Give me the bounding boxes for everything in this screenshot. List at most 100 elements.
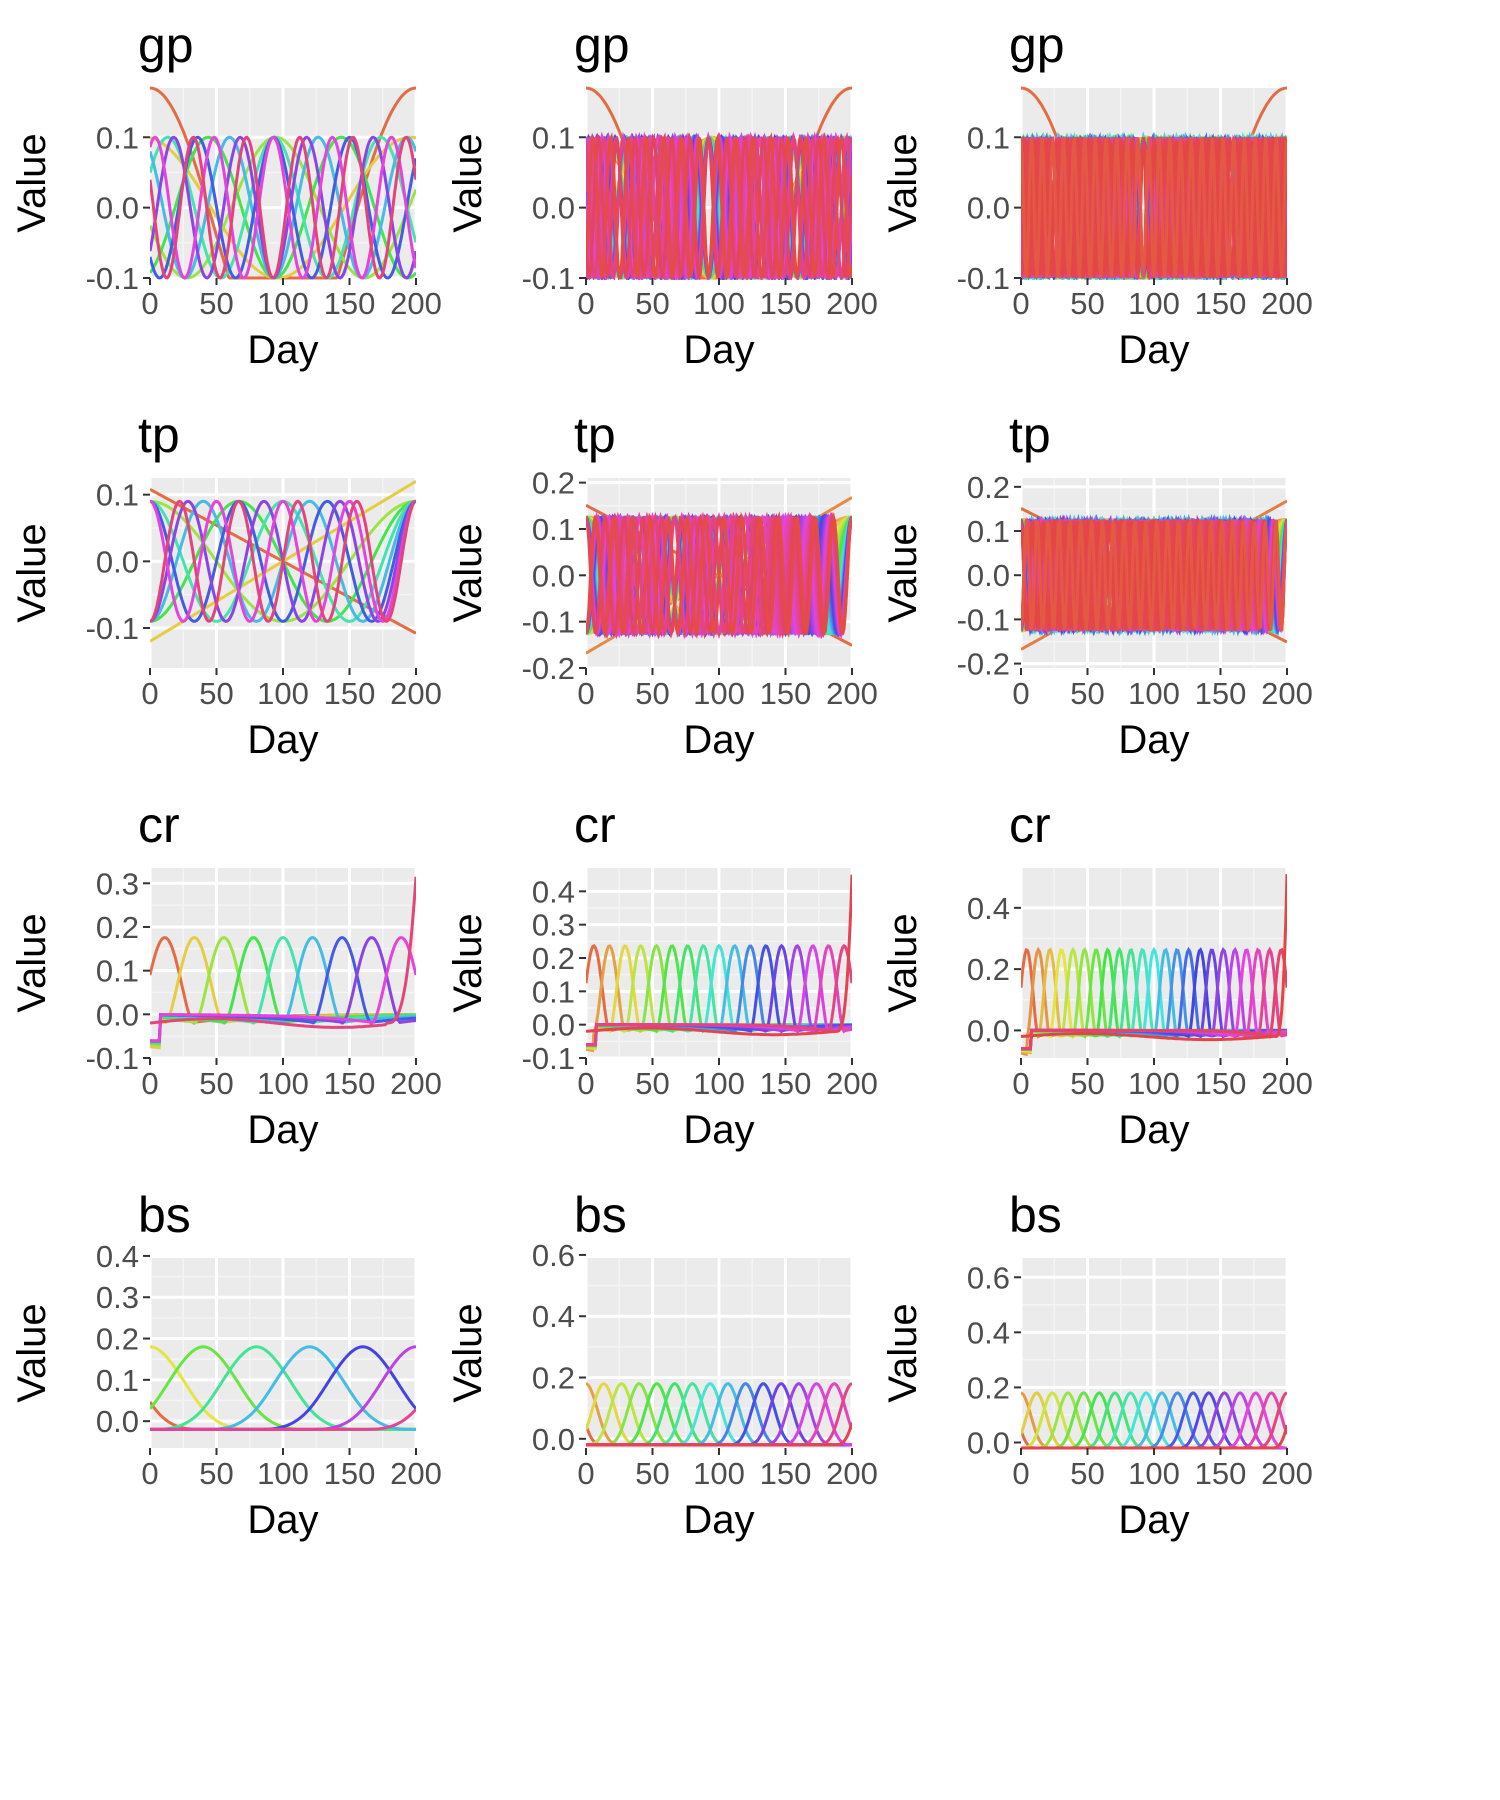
x-tick-label: 200 xyxy=(390,1066,442,1101)
x-tick-label: 150 xyxy=(1195,286,1247,321)
x-tick-label: 200 xyxy=(390,676,442,711)
y-tick-label: 0.0 xyxy=(967,191,1010,226)
panel-gp-1: 0 50 100 150 200 -0.1 0.0 0.1 Day Value gp xyxy=(10,17,442,372)
series-line-5 xyxy=(150,135,416,280)
x-tick-label: 100 xyxy=(1128,1066,1180,1101)
panel-title: bs xyxy=(1009,1187,1062,1243)
y-tick-label: -0.1 xyxy=(957,602,1010,637)
x-tick-label: 200 xyxy=(826,286,878,321)
x-tick-label: 0 xyxy=(1012,1456,1029,1491)
series-line-29 xyxy=(586,131,852,280)
series-line-50 xyxy=(1021,517,1287,633)
x-tick-label: 100 xyxy=(1128,1456,1180,1491)
x-axis-label: Day xyxy=(1118,1108,1189,1152)
y-tick-label: -0.2 xyxy=(522,651,575,686)
x-tick-label: 50 xyxy=(1070,286,1104,321)
x-tick-label: 100 xyxy=(693,286,745,321)
panel-bs-2: 0 50 100 150 200 0.0 0.2 0.4 0.6 Day Value bs xyxy=(446,1187,878,1542)
x-tick-label: 150 xyxy=(760,1066,812,1101)
panel-title: bs xyxy=(138,1187,191,1243)
x-tick-label: 50 xyxy=(199,286,233,321)
series-line-29 xyxy=(586,512,852,638)
panel-title: gp xyxy=(1009,17,1065,73)
x-axis-label: Day xyxy=(683,1498,754,1542)
series-line-17 xyxy=(586,943,852,1047)
x-axis-label: Day xyxy=(683,718,754,762)
x-tick-label: 200 xyxy=(390,1456,442,1491)
x-tick-label: 100 xyxy=(257,286,309,321)
panel-cr-1: 0 50 100 150 200 -0.1 0.0 0.1 0.2 0.3 Day Value cr xyxy=(10,797,442,1152)
x-tick-label: 200 xyxy=(1261,1066,1313,1101)
x-tick-label: 0 xyxy=(1012,676,1029,711)
y-tick-label: 0.3 xyxy=(96,866,139,901)
y-tick-label: 0.1 xyxy=(967,120,1010,155)
y-tick-label: 0.4 xyxy=(96,1239,139,1274)
x-tick-label: 100 xyxy=(257,676,309,711)
series-line-4 xyxy=(150,135,416,280)
y-tick-label: 0.1 xyxy=(532,120,575,155)
y-tick-label: 0.1 xyxy=(967,514,1010,549)
y-tick-label: -0.2 xyxy=(957,647,1010,682)
series-line-9 xyxy=(150,936,416,1043)
y-tick-label: 0.0 xyxy=(967,558,1010,593)
y-tick-label: -0.1 xyxy=(957,261,1010,296)
x-tick-label: 200 xyxy=(1261,286,1313,321)
y-tick-label: 0.1 xyxy=(96,1363,139,1398)
panel-tp-3: 0 50 100 150 200 -0.2 -0.1 0.0 0.1 0.2 Day Value tp xyxy=(881,407,1313,762)
y-tick-label: 0.0 xyxy=(967,1013,1010,1048)
x-tick-label: 0 xyxy=(141,1456,158,1491)
x-tick-label: 150 xyxy=(1195,676,1247,711)
y-tick-label: 0.2 xyxy=(532,466,575,501)
x-tick-label: 50 xyxy=(199,1066,233,1101)
y-tick-label: 0.6 xyxy=(967,1260,1010,1295)
panel-title: gp xyxy=(574,17,630,73)
x-tick-label: 150 xyxy=(760,286,812,321)
series-line-18 xyxy=(586,874,852,1037)
series-line-23 xyxy=(1021,947,1287,1051)
x-axis-label: Day xyxy=(1118,718,1189,762)
series-line-8 xyxy=(150,1408,416,1431)
y-tick-label: 0.1 xyxy=(96,478,139,513)
x-tick-label: 200 xyxy=(1261,676,1313,711)
y-tick-label: 0.2 xyxy=(96,1322,139,1357)
panel-gp-2: 0 50 100 150 200 -0.1 0.0 0.1 Day Value gp xyxy=(446,17,878,372)
panel-cr-3: 0 50 100 150 200 0.0 0.2 0.4 Day Value cr xyxy=(881,797,1313,1152)
y-tick-label: 0.2 xyxy=(967,952,1010,987)
x-tick-label: 150 xyxy=(1195,1456,1247,1491)
y-tick-label: 0.4 xyxy=(532,874,575,909)
x-tick-label: 0 xyxy=(577,1066,594,1101)
x-tick-label: 200 xyxy=(826,1456,878,1491)
series-line-9 xyxy=(150,499,416,623)
panel-title: bs xyxy=(574,1187,627,1243)
x-tick-label: 0 xyxy=(1012,1066,1029,1101)
x-tick-label: 50 xyxy=(199,1456,233,1491)
panel-tp-1: 0 50 100 150 200 -0.1 0.0 0.1 Day Value tp xyxy=(10,407,442,762)
x-tick-label: 200 xyxy=(1261,1456,1313,1491)
series-line-3 xyxy=(150,135,416,280)
panel-title: tp xyxy=(574,407,616,463)
y-tick-label: -0.1 xyxy=(86,611,139,646)
y-axis-label: Value xyxy=(881,133,925,232)
x-axis-label: Day xyxy=(247,1498,318,1542)
y-tick-label: 0.0 xyxy=(532,1422,575,1457)
y-tick-label: -0.1 xyxy=(522,605,575,640)
x-tick-label: 200 xyxy=(826,676,878,711)
x-tick-label: 0 xyxy=(577,676,594,711)
x-tick-label: 0 xyxy=(141,286,158,321)
y-tick-label: -0.1 xyxy=(86,1041,139,1076)
series-line-10 xyxy=(150,499,416,623)
x-axis-label: Day xyxy=(247,1108,318,1152)
x-tick-label: 50 xyxy=(199,676,233,711)
panel-bs-3: 0 50 100 150 200 0.0 0.2 0.4 0.6 Day Value bs xyxy=(881,1187,1313,1542)
y-tick-label: 0.0 xyxy=(96,1404,139,1439)
series-line-10 xyxy=(150,876,416,1029)
y-tick-label: -0.1 xyxy=(522,1041,575,1076)
x-tick-label: 100 xyxy=(257,1066,309,1101)
series-line-6 xyxy=(150,135,416,280)
y-tick-label: 0.2 xyxy=(532,941,575,976)
panel-title: tp xyxy=(138,407,180,463)
series-line-2 xyxy=(150,135,416,280)
panel-title: cr xyxy=(138,797,180,853)
y-tick-label: 0.2 xyxy=(532,1361,575,1396)
y-tick-label: 0.0 xyxy=(96,544,139,579)
